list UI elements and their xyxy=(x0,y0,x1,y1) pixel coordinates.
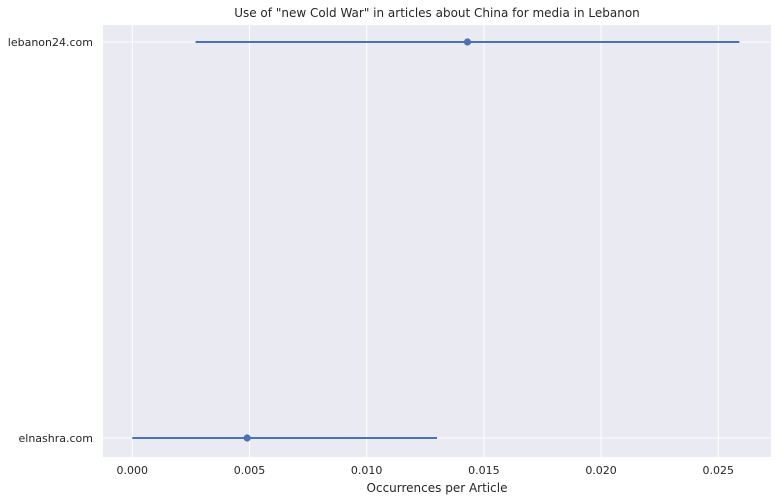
x-tick-label: 0.025 xyxy=(703,464,735,477)
plot-background xyxy=(103,25,771,457)
data-marks xyxy=(132,38,740,442)
x-tick-label: 0.010 xyxy=(351,464,383,477)
y-axis-ticks: lebanon24.com elnashra.com xyxy=(8,36,93,445)
x-tick-label: 0.005 xyxy=(234,464,266,477)
x-tick-label: 0.020 xyxy=(585,464,617,477)
chart-title: Use of "new Cold War" in articles about … xyxy=(234,6,640,20)
x-axis-ticks: 0.000 0.005 0.010 0.015 0.020 0.025 xyxy=(117,464,734,477)
x-tick-label: 0.015 xyxy=(468,464,500,477)
x-axis-label: Occurrences per Article xyxy=(367,481,508,495)
data-point xyxy=(463,38,472,46)
data-point xyxy=(243,434,251,442)
y-tick-label: elnashra.com xyxy=(19,432,94,445)
y-tick-label: lebanon24.com xyxy=(8,36,93,49)
x-tick-label: 0.000 xyxy=(117,464,149,477)
